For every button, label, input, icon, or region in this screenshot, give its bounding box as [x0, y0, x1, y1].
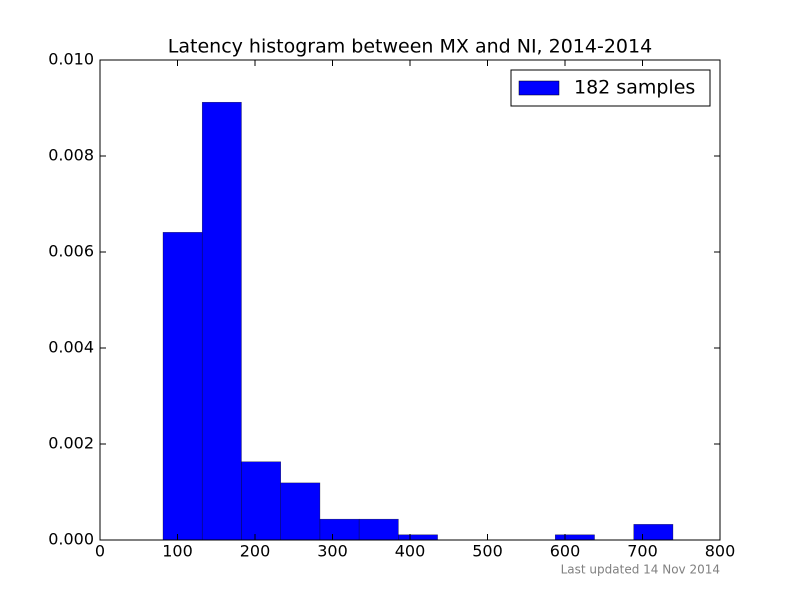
y-tick-label: 0.008 — [48, 146, 94, 165]
x-tick-label: 300 — [317, 542, 348, 561]
x-tick-label: 600 — [550, 542, 581, 561]
chart-title: Latency histogram between MX and NI, 201… — [168, 36, 652, 58]
x-tick-label: 800 — [705, 542, 736, 561]
bar — [201, 101, 242, 541]
bar — [241, 461, 281, 541]
legend-swatch — [518, 80, 560, 96]
bar — [319, 518, 360, 541]
y-tick-label: 0.002 — [48, 434, 94, 453]
bar — [162, 232, 203, 541]
y-tick-label: 0.004 — [48, 338, 94, 357]
x-tick-label: 100 — [162, 542, 193, 561]
y-tick-label: 0.006 — [48, 242, 94, 261]
x-tick-label: 200 — [240, 542, 271, 561]
x-tick-label: 700 — [627, 542, 658, 561]
y-tick-label: 0.010 — [48, 50, 94, 69]
x-tick-label: 0 — [95, 542, 105, 561]
legend-label: 182 samples — [574, 77, 695, 99]
bar — [280, 482, 321, 541]
bar — [633, 524, 674, 541]
bar — [358, 518, 399, 541]
x-tick-label: 500 — [472, 542, 503, 561]
bar — [398, 534, 438, 541]
x-tick-label: 400 — [395, 542, 426, 561]
bar — [554, 534, 595, 541]
footnote: Last updated 14 Nov 2014 — [561, 563, 720, 577]
y-tick-label: 0.000 — [48, 530, 94, 549]
